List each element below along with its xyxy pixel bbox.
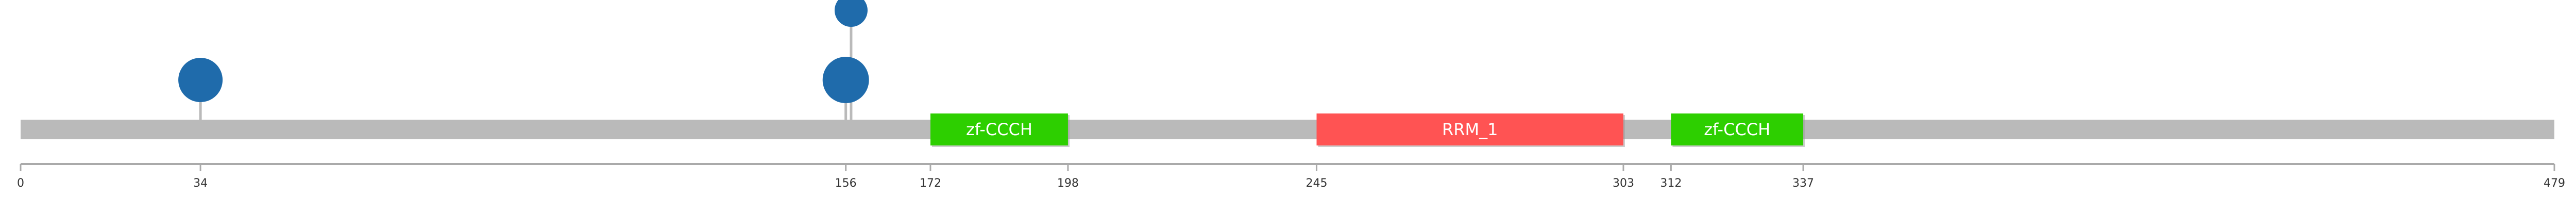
domain-label: zf-CCCH [1704, 120, 1770, 139]
domain-label: zf-CCCH [966, 120, 1032, 139]
axis-tick-label: 156 [835, 177, 857, 190]
axis-tick-label: 337 [1792, 177, 1814, 190]
axis-tick-label: 303 [1613, 177, 1634, 190]
mutation-marker[interactable] [822, 57, 869, 103]
mutation-marker[interactable] [178, 58, 223, 102]
axis-tick-label: 172 [920, 177, 941, 190]
axis-tick-label: 312 [1660, 177, 1682, 190]
domain-zf-ccch[interactable] [930, 113, 1068, 145]
protein-backbone [21, 120, 2554, 139]
axis-tick-label: 34 [193, 177, 208, 190]
lollipop-stems [199, 10, 853, 120]
domain-track: zf-CCCH RRM_1 zf-CCCH [930, 113, 1805, 147]
domain-label: RRM_1 [1442, 120, 1498, 139]
lollipop-heads [178, 0, 869, 103]
axis-tick-label: 479 [2544, 177, 2565, 190]
position-axis: 0 34 156 172 198 245 303 312 337 479 [17, 163, 2565, 190]
axis-tick-label: 198 [1057, 177, 1079, 190]
domain-zf-ccch[interactable] [1671, 113, 1804, 145]
axis-tick-label: 245 [1306, 177, 1327, 190]
mutation-marker[interactable] [834, 0, 868, 27]
domain-rrm_1[interactable] [1316, 113, 1623, 145]
axis-tick-label: 0 [17, 177, 24, 190]
